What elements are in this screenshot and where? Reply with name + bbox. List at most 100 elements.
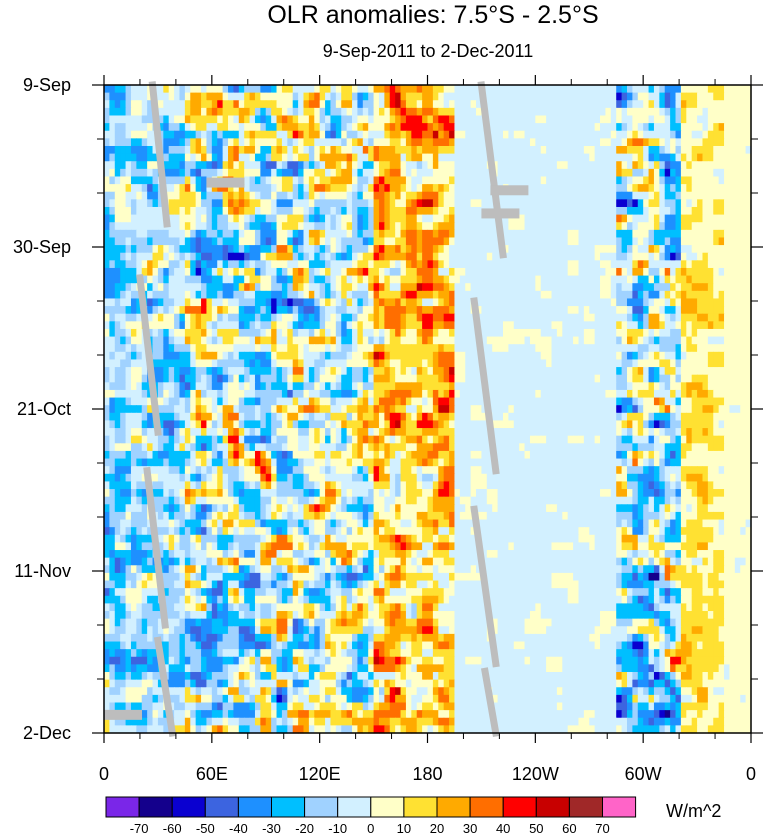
heatmap-cell — [702, 344, 709, 353]
heatmap-cell — [476, 298, 483, 307]
heatmap-cell — [249, 222, 256, 231]
heatmap-cell — [281, 252, 288, 261]
heatmap-cell — [745, 222, 752, 231]
heatmap-cell — [244, 336, 251, 345]
heatmap-cell — [589, 100, 596, 109]
heatmap-cell — [632, 138, 639, 147]
heatmap-cell — [411, 115, 418, 124]
heatmap-cell — [411, 107, 418, 117]
heatmap-cell — [621, 328, 628, 338]
heatmap-cell — [626, 92, 633, 101]
heatmap-cell — [378, 191, 385, 200]
heatmap-cell — [400, 351, 407, 361]
heatmap-cell — [400, 199, 407, 208]
heatmap-cell — [524, 237, 531, 246]
heatmap-cell — [141, 397, 148, 406]
heatmap-cell — [416, 206, 423, 216]
heatmap-cell — [217, 382, 224, 391]
heatmap-cell — [664, 313, 671, 322]
heatmap-cell — [174, 145, 181, 155]
heatmap-cell — [238, 344, 245, 353]
heatmap-cell — [211, 336, 218, 345]
heatmap-cell — [141, 275, 148, 284]
heatmap-cell — [346, 313, 353, 322]
heatmap-cell — [378, 397, 385, 406]
heatmap-cell — [378, 267, 385, 277]
heatmap-cell — [476, 245, 483, 254]
heatmap-cell — [502, 237, 509, 246]
heatmap-cell — [454, 176, 461, 185]
heatmap-cell — [648, 107, 655, 117]
heatmap-cell — [740, 123, 747, 132]
heatmap-cell — [643, 389, 650, 399]
heatmap-cell — [653, 214, 660, 223]
heatmap-cell — [551, 222, 558, 231]
heatmap-cell — [626, 222, 633, 231]
heatmap-cell — [648, 260, 655, 269]
heatmap-cell — [616, 252, 623, 261]
heatmap-cell — [206, 85, 213, 94]
heatmap-cell — [632, 298, 639, 307]
heatmap-cell — [443, 389, 450, 399]
heatmap-cell — [281, 298, 288, 307]
heatmap-cell — [319, 245, 326, 254]
heatmap-cell — [653, 389, 660, 399]
heatmap-cell — [632, 115, 639, 124]
heatmap-cell — [271, 168, 278, 178]
heatmap-cell — [713, 237, 720, 246]
heatmap-cell — [502, 275, 509, 284]
heatmap-cell — [217, 85, 224, 94]
heatmap-cell — [362, 321, 369, 330]
heatmap-cell — [211, 245, 218, 254]
heatmap-cell — [184, 85, 191, 94]
heatmap-cell — [114, 191, 121, 200]
heatmap-cell — [497, 351, 504, 361]
heatmap-cell — [141, 267, 148, 277]
heatmap-cell — [120, 123, 127, 132]
heatmap-cell — [589, 107, 596, 117]
heatmap-cell — [502, 176, 509, 185]
heatmap-cell — [707, 290, 714, 300]
heatmap-cell — [244, 306, 251, 315]
heatmap-cell — [217, 252, 224, 261]
heatmap-cell — [465, 206, 472, 216]
heatmap-cell — [125, 267, 132, 277]
heatmap-cell — [168, 191, 175, 200]
heatmap-cell — [702, 191, 709, 200]
heatmap-cell — [217, 199, 224, 208]
heatmap-cell — [130, 107, 137, 117]
heatmap-cell — [341, 92, 348, 101]
heatmap-cell — [610, 176, 617, 185]
heatmap-cell — [567, 199, 574, 208]
heatmap-cell — [362, 245, 369, 254]
heatmap-cell — [680, 229, 687, 239]
heatmap-cell — [249, 336, 256, 345]
heatmap-cell — [438, 107, 445, 117]
heatmap-cell — [281, 313, 288, 322]
heatmap-cell — [147, 245, 154, 254]
heatmap-cell — [600, 382, 607, 391]
heatmap-cell — [325, 336, 332, 345]
heatmap-cell — [513, 252, 520, 261]
heatmap-cell — [589, 321, 596, 330]
heatmap-cell — [384, 138, 391, 147]
heatmap-cell — [184, 321, 191, 330]
heatmap-cell — [174, 389, 181, 399]
heatmap-cell — [686, 107, 693, 117]
heatmap-cell — [422, 382, 429, 391]
heatmap-cell — [319, 199, 326, 208]
heatmap-cell — [637, 168, 644, 178]
heatmap-cell — [384, 237, 391, 246]
heatmap-cell — [292, 107, 299, 117]
heatmap-cell — [648, 351, 655, 361]
heatmap-cell — [104, 161, 110, 170]
heatmap-cell — [422, 222, 429, 231]
heatmap-cell — [567, 374, 574, 383]
heatmap-cell — [648, 92, 655, 101]
heatmap-cell — [357, 344, 364, 353]
heatmap-cell — [201, 260, 208, 269]
heatmap-cell — [373, 313, 380, 322]
heatmap-cell — [211, 130, 218, 139]
heatmap-cell — [422, 184, 429, 193]
heatmap-cell — [120, 107, 127, 117]
